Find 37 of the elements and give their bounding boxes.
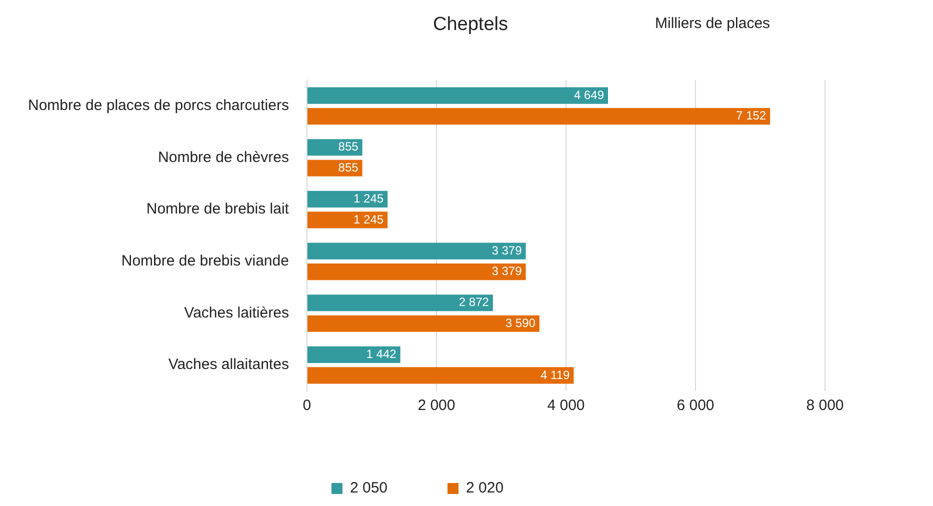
data-label: 4 649 xyxy=(574,88,604,102)
bar xyxy=(307,87,608,104)
x-tick-label: 2 000 xyxy=(418,397,456,414)
data-label: 1 245 xyxy=(354,212,384,226)
y-tick-label: Vaches laitières xyxy=(184,304,289,322)
data-label: 3 590 xyxy=(505,316,536,330)
y-tick-label: Nombre de brebis viande xyxy=(121,252,289,270)
data-label: 855 xyxy=(338,160,359,174)
bar xyxy=(307,190,388,208)
chart-subtitle: Milliers de places xyxy=(655,15,770,32)
data-label: 2 872 xyxy=(458,295,490,310)
data-label: 1 245 xyxy=(354,192,384,206)
legend-label: 2 020 xyxy=(466,480,504,497)
x-tick-label: 8 000 xyxy=(806,397,844,414)
data-label: 1 442 xyxy=(366,347,397,362)
legend-label: 2 050 xyxy=(350,480,388,497)
bar xyxy=(307,367,574,384)
x-tick-label: 4 000 xyxy=(547,397,585,414)
data-label: 855 xyxy=(338,140,359,154)
x-tick-label: 0 xyxy=(302,397,312,414)
y-tick-label: Nombre de chèvres xyxy=(158,148,289,166)
x-tick-label: 6 000 xyxy=(676,397,714,414)
bar xyxy=(307,263,526,280)
y-tick-label: Nombre de brebis lait xyxy=(146,200,290,218)
bar xyxy=(307,346,400,364)
bar xyxy=(307,242,526,260)
data-label: 3 379 xyxy=(492,264,522,278)
bar xyxy=(307,212,388,228)
y-tick-label: Nombre de places de porcs charcutiers xyxy=(28,97,289,114)
y-tick-label: Vaches allaitantes xyxy=(168,356,289,374)
data-label: 7 152 xyxy=(736,108,766,123)
chart-title: Cheptels xyxy=(433,14,508,36)
bar xyxy=(307,294,493,312)
data-label: 4 119 xyxy=(540,368,570,382)
data-label: 3 379 xyxy=(492,243,522,258)
bar xyxy=(307,108,770,125)
bar xyxy=(307,315,540,332)
